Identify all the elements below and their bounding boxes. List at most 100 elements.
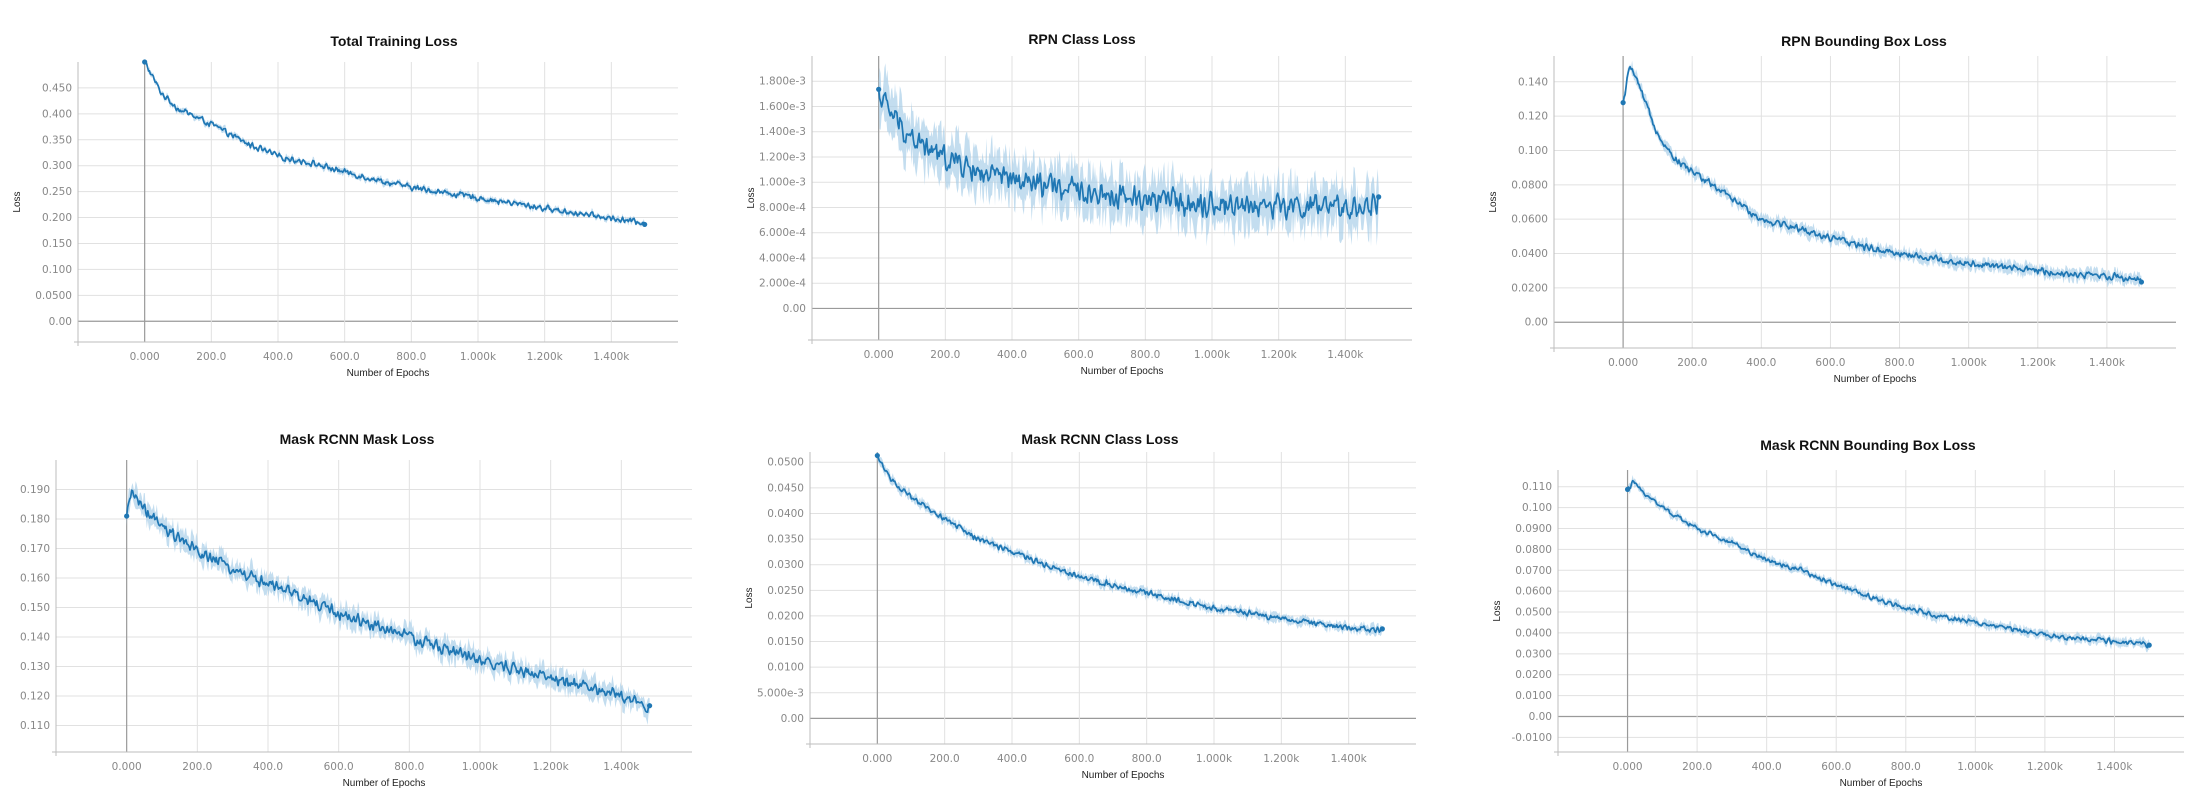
y-tick-label: 8.000e-4 <box>759 202 806 214</box>
y-tick-label: 2.000e-4 <box>759 278 806 290</box>
x-tick-label: 600.0 <box>1815 357 1845 369</box>
chart-title: Total Training Loss <box>330 33 458 49</box>
x-tick-label: 400.0 <box>1752 761 1782 773</box>
y-tick-label: 1.200e-3 <box>759 151 806 163</box>
y-tick-label: 0.130 <box>20 661 50 673</box>
y-tick-label: 0.0400 <box>1515 627 1552 639</box>
y-tick-label: 0.160 <box>20 572 50 584</box>
y-tick-label: 0.110 <box>20 720 50 732</box>
series-start-point <box>876 86 882 92</box>
x-tick-label: 200.0 <box>930 349 960 361</box>
y-tick-label: 4.000e-4 <box>759 252 806 264</box>
y-tick-label: 0.110 <box>1522 481 1552 493</box>
series-end-point <box>1376 194 1382 200</box>
y-tick-label: 0.0200 <box>767 610 804 622</box>
x-tick-label: 1.000k <box>462 761 499 773</box>
series-start-point <box>124 513 130 519</box>
y-tick-label: 0.0100 <box>1515 690 1552 702</box>
series-variance-band <box>126 481 650 725</box>
x-tick-label: 600.0 <box>330 351 360 363</box>
y-tick-label: 0.0200 <box>1515 669 1552 681</box>
x-tick-label: 400.0 <box>1746 357 1776 369</box>
y-tick-label: 0.0450 <box>767 482 804 494</box>
chart-title: RPN Bounding Box Loss <box>1781 33 1947 49</box>
y-tick-label: 0.00 <box>49 316 72 328</box>
y-tick-label: 1.800e-3 <box>759 76 806 88</box>
series-start-point <box>142 59 148 65</box>
series-start-point <box>1620 100 1626 106</box>
y-tick-label: 0.0250 <box>767 585 804 597</box>
chart-svg: RPN Bounding Box Loss 0.00 0.0200 0.0400 0.0… <box>1488 33 2176 385</box>
chart-panel-rpn-bounding-box-loss: RPN Bounding Box Loss 0.00 0.0200 0.0400 0.0… <box>1462 0 2194 390</box>
series-end-point <box>2138 279 2145 285</box>
y-tick-label: 0.350 <box>42 134 72 146</box>
y-tick-label: 0.0600 <box>1511 214 1548 226</box>
y-tick-label: 0.300 <box>42 160 72 172</box>
y-tick-label: 0.00 <box>783 303 806 315</box>
x-tick-label: 200.0 <box>1677 357 1707 369</box>
x-tick-label: 800.0 <box>1130 349 1160 361</box>
x-tick-label: 600.0 <box>1821 761 1851 773</box>
series-end-point <box>642 221 648 228</box>
y-tick-label: 5.000e-3 <box>757 687 804 699</box>
y-tick-label: 0.0400 <box>1511 248 1548 260</box>
y-tick-label: 0.0500 <box>1515 607 1552 619</box>
y-tick-label: 0.190 <box>20 484 50 496</box>
x-tick-label: 800.0 <box>1132 753 1162 765</box>
series-variance-band <box>877 452 1383 637</box>
x-tick-label: 0.000 <box>864 349 894 361</box>
x-tick-label: 0.000 <box>1613 761 1643 773</box>
y-tick-label: 0.0200 <box>1511 282 1548 294</box>
x-tick-label: 1.000k <box>1196 753 1233 765</box>
chart-svg: Mask RCNN Class Loss 0.00 5.000e-3 0.0100 0.… <box>744 431 1416 781</box>
x-tick-label: 1.200k <box>2020 357 2057 369</box>
series-end-point <box>1379 626 1385 632</box>
x-tick-label: 1.400k <box>2096 761 2133 773</box>
chart-title: RPN Class Loss <box>1028 31 1136 47</box>
x-axis-label: Number of Epochs <box>1840 778 1923 789</box>
series-line <box>1622 65 2143 283</box>
x-tick-label: 1.000k <box>1951 357 1988 369</box>
y-tick-label: 0.180 <box>20 513 50 525</box>
series-end-point <box>647 703 653 709</box>
x-tick-label: 600.0 <box>1064 349 1094 361</box>
y-tick-label: 0.250 <box>42 186 72 198</box>
chart-svg: Mask RCNN Bounding Box Loss -0.0100 0.00 0.… <box>1492 437 2184 789</box>
y-axis-label: Loss <box>744 587 755 608</box>
series-line <box>876 455 1383 634</box>
y-tick-label: 0.00 <box>1529 711 1552 723</box>
x-tick-label: 1.200k <box>1261 349 1298 361</box>
series-line <box>125 489 650 714</box>
x-tick-label: 800.0 <box>394 761 424 773</box>
x-tick-label: 1.200k <box>1263 753 1300 765</box>
x-axis-label: Number of Epochs <box>1834 374 1917 385</box>
y-tick-label: 1.400e-3 <box>759 126 806 138</box>
x-tick-label: 1.400k <box>1331 753 1368 765</box>
x-tick-label: 0.000 <box>862 753 892 765</box>
y-tick-label: 0.100 <box>1518 145 1548 157</box>
y-tick-label: 0.150 <box>20 602 50 614</box>
y-tick-label: 6.000e-4 <box>759 227 806 239</box>
y-axis-label: Loss <box>1492 600 1503 621</box>
y-axis-label: Loss <box>12 191 23 212</box>
x-tick-label: 1.400k <box>603 761 640 773</box>
x-tick-label: 400.0 <box>253 761 283 773</box>
chart-title: Mask RCNN Class Loss <box>1021 431 1178 447</box>
x-tick-label: 1.200k <box>527 351 564 363</box>
chart-panel-mask-rcnn-mask-loss: Mask RCNN Mask Loss 0.110 0.120 0.130 0.140 0… <box>0 0 730 796</box>
x-axis-label: Number of Epochs <box>347 368 430 379</box>
x-tick-label: 1.200k <box>2027 761 2064 773</box>
series-start-point <box>1624 486 1631 492</box>
chart-title: Mask RCNN Mask Loss <box>280 431 435 447</box>
x-tick-label: 800.0 <box>1885 357 1915 369</box>
x-tick-label: 1.400k <box>1327 349 1364 361</box>
y-tick-label: 0.140 <box>20 631 50 643</box>
y-tick-label: 0.120 <box>20 690 50 702</box>
series-start-point <box>874 452 880 459</box>
y-tick-label: 0.0500 <box>35 290 72 302</box>
x-tick-label: 1.000k <box>460 351 497 363</box>
y-tick-label: 0.0500 <box>767 457 804 469</box>
y-tick-label: 0.0100 <box>767 662 804 674</box>
x-tick-label: 1.000k <box>1194 349 1231 361</box>
chart-panel-total-training-loss: Total Training Loss 0.00 0.0500 0.100 0.150 0… <box>0 0 730 380</box>
